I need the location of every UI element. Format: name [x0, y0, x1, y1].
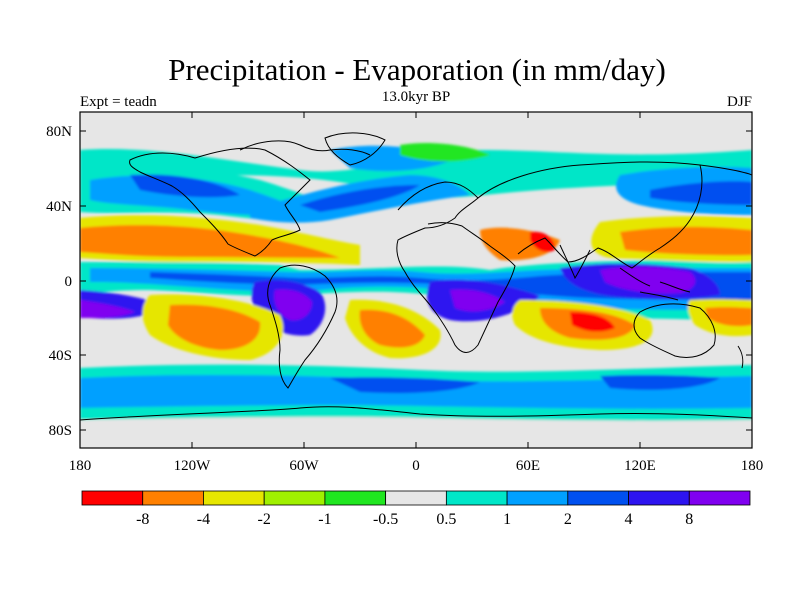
colorbar-label: -4 [197, 511, 210, 528]
colorbar-label: -8 [136, 511, 149, 528]
colorbar-label: 1 [503, 511, 511, 528]
axis-ticks [80, 112, 752, 448]
plot-subtitle: 13.0kyr BP [381, 89, 451, 105]
colorbar-swatch [688, 490, 751, 506]
x-tick-label: 180 [740, 458, 764, 474]
colorbar-swatch [324, 490, 387, 506]
colorbar-swatch [81, 490, 144, 506]
y-tick-label: 40S [48, 348, 72, 364]
season-label: DJF [726, 94, 752, 110]
x-tick-label: 120E [624, 458, 656, 474]
colorbar-swatch [263, 490, 326, 506]
colorbar-swatch [628, 490, 690, 506]
colorbar-swatch [567, 490, 629, 506]
colorbar-label: -1 [318, 511, 331, 528]
y-tick-label: 80N [46, 124, 72, 140]
x-tick-label: 120W [173, 458, 211, 474]
x-tick-label: 60W [289, 458, 319, 474]
plot-title: Precipitation - Evaporation (in mm/day) [168, 52, 666, 87]
colorbar-label: -0.5 [373, 511, 398, 528]
colorbar-label: 4 [625, 511, 633, 528]
x-tick-label: 180 [68, 458, 92, 474]
colorbar-label: 2 [564, 511, 572, 528]
colorbar-swatch [385, 490, 447, 506]
y-tick-label: 0 [64, 274, 73, 290]
colorbar-label: 8 [685, 511, 693, 528]
colorbar-label: 0.5 [436, 511, 456, 528]
experiment-label: Expt = teadn [80, 94, 157, 110]
colorbar-swatch [142, 490, 204, 506]
x-tick-label: 60E [515, 458, 541, 474]
contour-field [80, 112, 752, 448]
colorbar: -8 -4 -2 -1 -0.5 0.5 1 2 4 8 [81, 490, 751, 528]
y-tick-label: 40N [46, 199, 72, 215]
y-tick-label: 80S [48, 423, 72, 439]
colorbar-swatch [203, 490, 265, 506]
x-tick-label: 0 [412, 458, 420, 474]
colorbar-swatch [506, 490, 569, 506]
colorbar-label: -2 [258, 511, 271, 528]
colorbar-swatch [445, 490, 508, 506]
coastlines [80, 132, 752, 421]
